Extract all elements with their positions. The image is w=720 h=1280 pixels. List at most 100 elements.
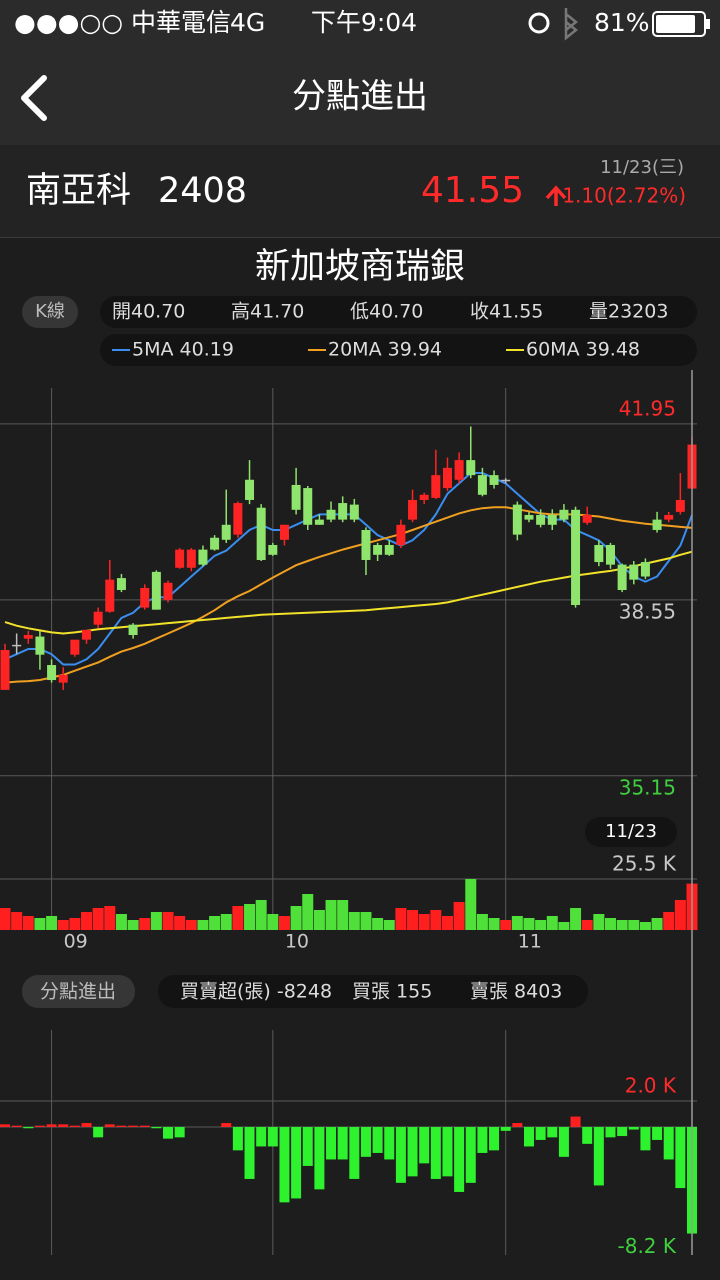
candle-body — [93, 611, 103, 625]
back-button[interactable] — [21, 75, 47, 121]
kline-pill[interactable] — [22, 296, 78, 328]
date-badge: 11/23 — [605, 821, 657, 842]
flow-net: 買賣超(張) -8248 — [180, 981, 332, 1003]
volume-bar — [81, 912, 93, 930]
net-bar — [81, 1123, 92, 1127]
candle-body — [163, 582, 173, 600]
volume-bar — [593, 914, 605, 930]
legend-label: 5MA 40.19 — [132, 339, 234, 361]
candle-body — [326, 509, 336, 520]
net-bar — [256, 1126, 267, 1147]
candle-body — [12, 644, 22, 647]
volume-bar — [348, 912, 360, 930]
alarm-icon — [528, 12, 550, 34]
net-bar — [326, 1126, 337, 1160]
candle-body — [256, 507, 266, 560]
volume-bar — [46, 916, 58, 930]
ma-line — [4, 472, 693, 666]
volume-bar — [395, 908, 407, 930]
nav-title: 分點進出 — [292, 77, 428, 117]
volume-bar — [500, 920, 512, 930]
legend-label: 20MA 39.94 — [328, 339, 442, 361]
y-tick-label: 41.95 — [619, 396, 676, 420]
volume-bar — [616, 920, 628, 930]
candle-body — [175, 549, 185, 568]
candle-body — [547, 514, 557, 525]
stock-price: 41.55 — [421, 170, 524, 211]
volume-bar — [383, 920, 395, 930]
y-tick-label: 38.55 — [619, 599, 676, 623]
net-bar — [69, 1125, 80, 1127]
volume-bar — [185, 920, 197, 930]
net-bar — [291, 1126, 302, 1199]
flow-buy: 買張 155 — [352, 981, 432, 1003]
candle-body — [652, 519, 662, 530]
candle-body — [361, 529, 371, 560]
volume-bar — [570, 908, 582, 930]
volume-bar — [558, 922, 570, 930]
candle-body — [303, 488, 313, 525]
volume-bar — [278, 916, 290, 930]
candle-body — [419, 494, 429, 500]
candle-body — [279, 524, 289, 540]
volume-bar — [581, 920, 593, 930]
volume-bar — [628, 920, 640, 930]
candle-body — [512, 504, 522, 535]
net-bar — [523, 1126, 534, 1147]
x-tick-label: 09 — [64, 931, 88, 953]
net-bar — [675, 1126, 686, 1189]
volume-bar — [139, 918, 151, 930]
candle-body — [617, 564, 627, 590]
volume-bar — [255, 900, 267, 930]
volume-bar — [267, 914, 279, 930]
net-bar — [558, 1126, 569, 1157]
candle-body — [536, 514, 546, 525]
candle-body — [489, 475, 499, 485]
candle-body — [675, 499, 685, 512]
candle-body — [140, 587, 150, 608]
net-bar — [93, 1126, 104, 1138]
net-bar — [442, 1126, 453, 1177]
net-bar — [547, 1126, 558, 1138]
candle-body — [477, 475, 487, 495]
net-bar — [337, 1126, 348, 1160]
net-bar — [652, 1126, 663, 1140]
legend-label: 60MA 39.48 — [526, 339, 640, 361]
net-bar — [128, 1125, 139, 1127]
candle-body — [0, 650, 10, 690]
volume-bar — [11, 912, 23, 930]
candle-body — [629, 564, 639, 580]
candle-body — [338, 503, 348, 520]
candle-body — [23, 635, 33, 639]
candle-body — [221, 524, 231, 540]
volume-bar — [209, 916, 221, 930]
net-bar — [244, 1126, 255, 1179]
candle-body — [559, 509, 569, 520]
broker-name: 新加坡商瑞銀 — [255, 247, 465, 287]
candle-body — [245, 479, 255, 500]
candle-body — [47, 665, 57, 681]
volume-bar — [663, 912, 675, 930]
net-bar — [34, 1125, 45, 1127]
net-bar — [232, 1126, 243, 1151]
battery-frame — [652, 11, 706, 37]
net-bar — [535, 1126, 546, 1140]
battery-tip — [706, 19, 710, 29]
ohlc-close: 收41.55 — [470, 301, 543, 323]
volume-bar — [651, 918, 663, 930]
volume-bar — [244, 904, 256, 930]
clock: 下午9:04 — [311, 8, 417, 37]
y-tick-label: 25.5 K — [612, 852, 677, 876]
flow-badge-bg[interactable] — [22, 975, 135, 1008]
candle-body — [35, 636, 45, 655]
flow-summary-bg — [158, 975, 588, 1008]
net-bar — [663, 1126, 674, 1160]
net-bar — [279, 1126, 290, 1203]
candle-body — [442, 467, 452, 489]
ohlc-open: 開40.70 — [112, 301, 185, 323]
date-badge-bg — [585, 817, 677, 847]
volume-bar — [360, 912, 372, 930]
volume-bar — [92, 908, 104, 930]
